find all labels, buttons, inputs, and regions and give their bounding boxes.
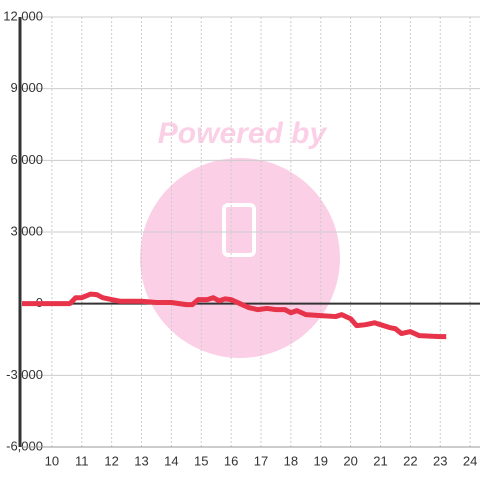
y-tick-label: -3,000 bbox=[6, 367, 43, 382]
x-tick-label: 16 bbox=[224, 453, 238, 468]
x-tick-label: 21 bbox=[373, 453, 387, 468]
x-tick-label: 19 bbox=[314, 453, 328, 468]
x-tick-label: 14 bbox=[164, 453, 178, 468]
x-tick-label: 20 bbox=[343, 453, 357, 468]
x-tick-label: 15 bbox=[194, 453, 208, 468]
x-tick-label: 22 bbox=[403, 453, 417, 468]
watermark-logo bbox=[140, 158, 340, 358]
x-tick-label: 23 bbox=[433, 453, 447, 468]
watermark-text: Powered by bbox=[158, 117, 328, 150]
x-tick-label: 17 bbox=[254, 453, 268, 468]
x-tick-label: 11 bbox=[75, 453, 89, 468]
x-tick-label: 10 bbox=[45, 453, 59, 468]
x-tick-label: 12 bbox=[104, 453, 118, 468]
y-tick-label: 3,000 bbox=[10, 223, 43, 238]
y-tick-label: 9,000 bbox=[10, 80, 43, 95]
y-tick-label: 12,000 bbox=[3, 8, 43, 23]
x-tick-label: 13 bbox=[134, 453, 148, 468]
data-line bbox=[22, 291, 447, 340]
watermark-icon bbox=[222, 203, 256, 257]
y-tick-label: 6,000 bbox=[10, 152, 43, 167]
y-tick-label: -6,000 bbox=[6, 438, 43, 453]
x-tick-label: 24 bbox=[463, 453, 477, 468]
x-tick-label: 18 bbox=[284, 453, 298, 468]
